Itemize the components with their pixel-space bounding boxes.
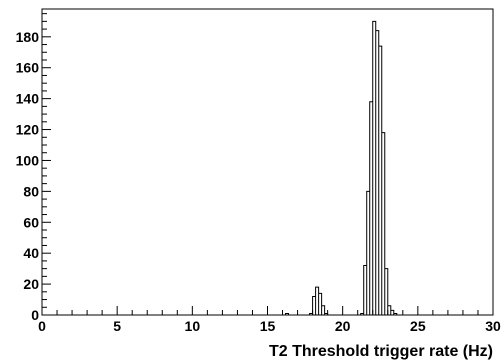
x-tick-label: 15 bbox=[260, 318, 276, 334]
y-tick-label: 40 bbox=[23, 245, 39, 261]
x-tick-label: 0 bbox=[38, 318, 46, 334]
x-axis-title: T2 Threshold trigger rate (Hz) bbox=[269, 343, 493, 360]
x-tick-label: 5 bbox=[113, 318, 121, 334]
histogram-step-line bbox=[42, 20, 493, 316]
y-tick-label: 160 bbox=[16, 60, 40, 76]
x-tick-label: 10 bbox=[185, 318, 201, 334]
x-axis: 0 5 10 15 20 25 30 bbox=[38, 306, 501, 334]
y-tick-label: 20 bbox=[23, 276, 39, 292]
y-tick-label: 60 bbox=[23, 214, 39, 230]
x-tick-label: 20 bbox=[335, 318, 351, 334]
y-tick-label: 0 bbox=[31, 307, 39, 323]
y-axis: 0 20 40 60 80 100 120 140 160 180 bbox=[16, 13, 51, 323]
y-tick-label: 140 bbox=[16, 91, 40, 107]
y-tick-label: 180 bbox=[16, 29, 40, 45]
plot-frame bbox=[41, 8, 494, 316]
x-tick-label: 30 bbox=[485, 318, 501, 334]
y-tick-label: 100 bbox=[16, 152, 40, 168]
y-tick-label: 80 bbox=[23, 183, 39, 199]
x-tick-label: 25 bbox=[410, 318, 426, 334]
y-tick-label: 120 bbox=[16, 122, 40, 138]
